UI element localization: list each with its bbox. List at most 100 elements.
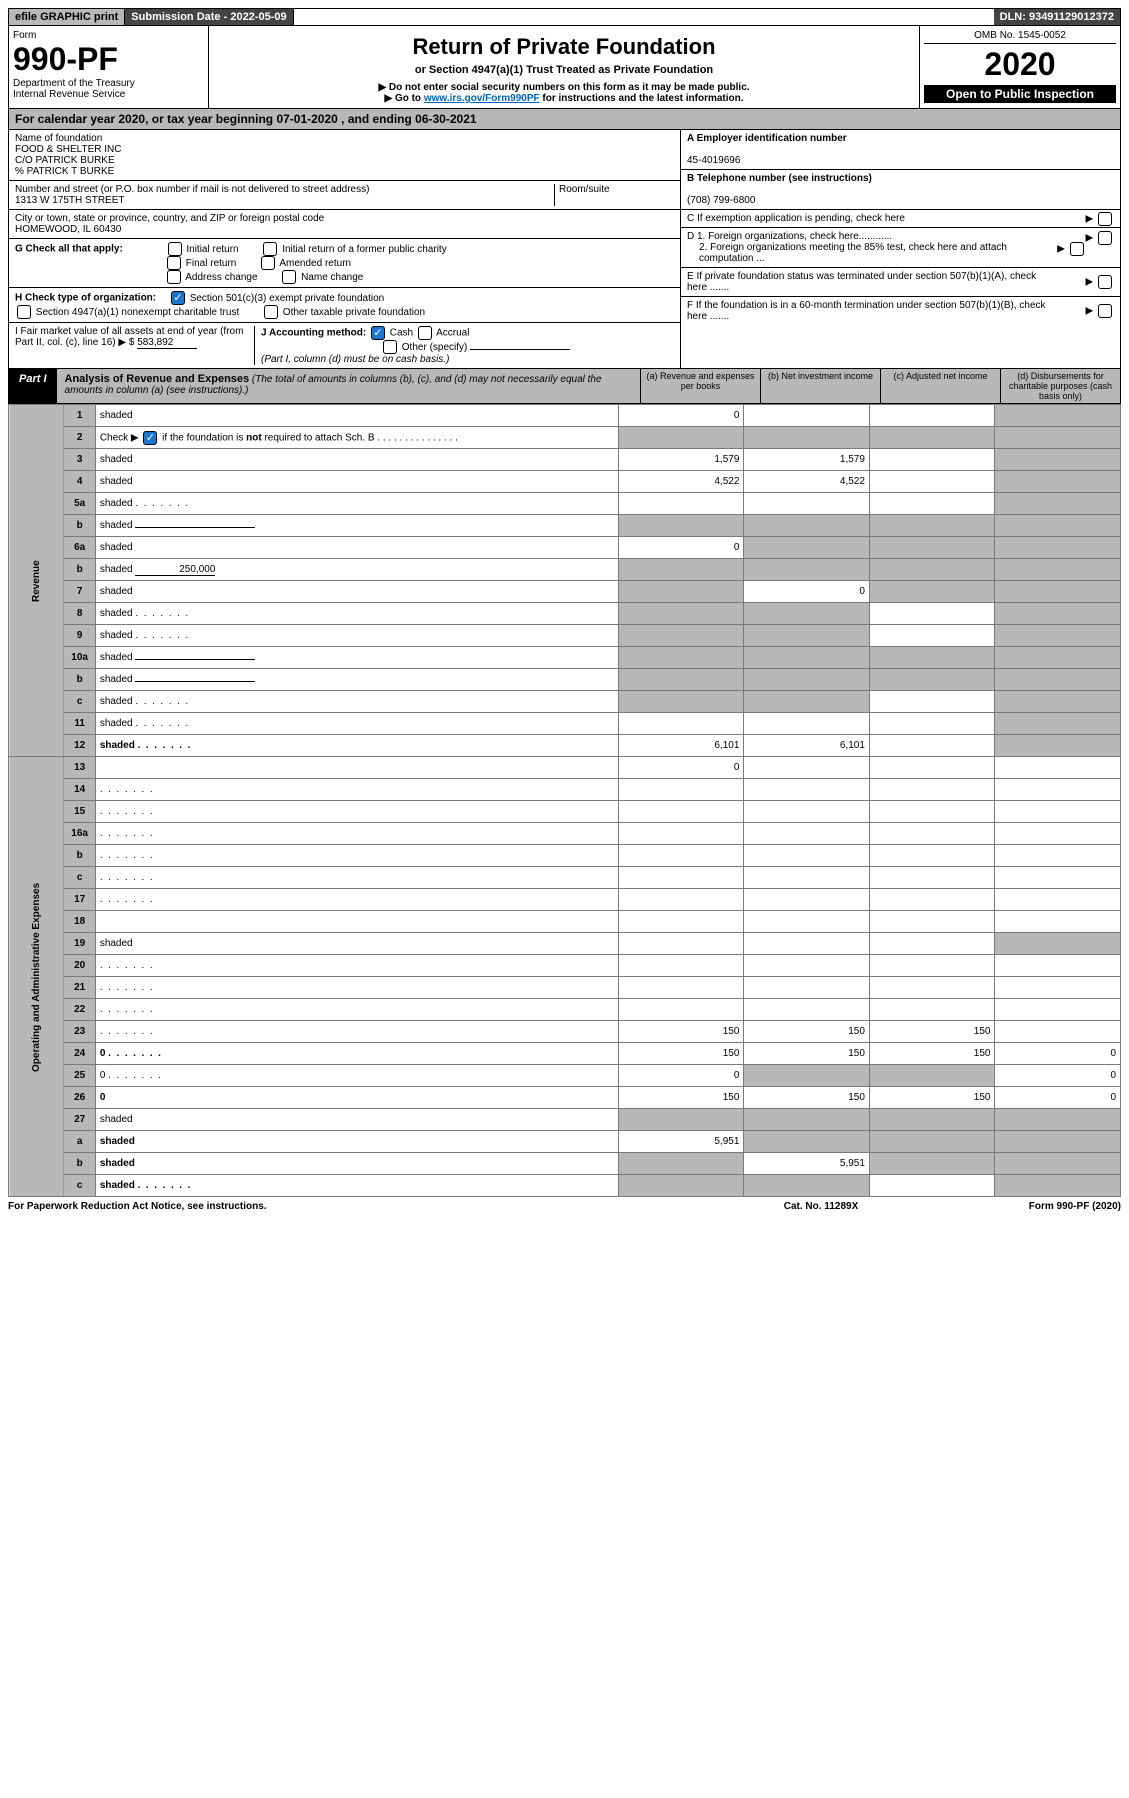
cell-d: 0 bbox=[995, 1065, 1121, 1087]
cell-b bbox=[744, 889, 870, 911]
table-row: 16a . . . . . . . bbox=[9, 823, 1121, 845]
cell-a bbox=[618, 603, 744, 625]
section-h: H Check type of organization: Section 50… bbox=[9, 288, 680, 323]
cell-b: 6,101 bbox=[744, 735, 870, 757]
checkbox-final-return[interactable] bbox=[167, 256, 181, 270]
row-desc: . . . . . . . bbox=[95, 977, 618, 999]
efile-label[interactable]: efile GRAPHIC print bbox=[9, 9, 125, 25]
dln: DLN: 93491129012372 bbox=[994, 9, 1120, 25]
cell-c bbox=[869, 955, 995, 977]
table-row: b . . . . . . . bbox=[9, 845, 1121, 867]
row-number: 2 bbox=[64, 427, 95, 449]
checkbox-4947[interactable] bbox=[17, 305, 31, 319]
page-footer: For Paperwork Reduction Act Notice, see … bbox=[8, 1197, 1121, 1216]
cell-a bbox=[618, 559, 744, 581]
table-row: 5ashaded . . . . . . . bbox=[9, 493, 1121, 515]
cell-b bbox=[744, 1175, 870, 1197]
cell-c: 150 bbox=[869, 1087, 995, 1109]
cell-c bbox=[869, 889, 995, 911]
row-desc: shaded . . . . . . . bbox=[95, 1175, 618, 1197]
cell-a: 150 bbox=[618, 1087, 744, 1109]
cell-b: 5,951 bbox=[744, 1153, 870, 1175]
section-e: E If private foundation status was termi… bbox=[681, 268, 1120, 297]
row-desc: shaded bbox=[95, 405, 618, 427]
cell-c bbox=[869, 1109, 995, 1131]
checkbox-e[interactable] bbox=[1098, 275, 1112, 289]
cell-a bbox=[618, 669, 744, 691]
cell-b bbox=[744, 603, 870, 625]
cell-b bbox=[744, 779, 870, 801]
row-desc: shaded bbox=[95, 1153, 618, 1175]
checkbox-address-change[interactable] bbox=[167, 270, 181, 284]
section-ij: I Fair market value of all assets at end… bbox=[9, 323, 680, 368]
cell-c bbox=[869, 1153, 995, 1175]
table-row: 22 . . . . . . . bbox=[9, 999, 1121, 1021]
table-row: 18 bbox=[9, 911, 1121, 933]
row-desc: . . . . . . . bbox=[95, 867, 618, 889]
cell-c bbox=[869, 405, 995, 427]
street-cell: Number and street (or P.O. box number if… bbox=[9, 181, 680, 210]
cell-b bbox=[744, 801, 870, 823]
row-number: 4 bbox=[64, 471, 95, 493]
room-suite: Room/suite bbox=[554, 184, 674, 206]
cell-a: 5,951 bbox=[618, 1131, 744, 1153]
checkbox-accrual[interactable] bbox=[418, 326, 432, 340]
cell-a bbox=[618, 823, 744, 845]
info-section: Name of foundation FOOD & SHELTER INC C/… bbox=[8, 130, 1121, 369]
table-row: 14 . . . . . . . bbox=[9, 779, 1121, 801]
row-number: b bbox=[64, 669, 95, 691]
checkbox-f[interactable] bbox=[1098, 304, 1112, 318]
table-row: 17 . . . . . . . bbox=[9, 889, 1121, 911]
cell-b bbox=[744, 405, 870, 427]
cell-b bbox=[744, 537, 870, 559]
table-row: bshaded bbox=[9, 669, 1121, 691]
checkbox-c[interactable] bbox=[1098, 212, 1112, 226]
section-f: F If the foundation is in a 60-month ter… bbox=[681, 297, 1120, 325]
form-link[interactable]: www.irs.gov/Form990PF bbox=[424, 93, 540, 104]
row-desc bbox=[95, 911, 618, 933]
checkbox-d2[interactable] bbox=[1070, 242, 1084, 256]
cell-a bbox=[618, 625, 744, 647]
cell-a: 1,579 bbox=[618, 449, 744, 471]
checkbox-other-method[interactable] bbox=[383, 340, 397, 354]
row-desc: shaded bbox=[95, 647, 618, 669]
cell-b: 150 bbox=[744, 1087, 870, 1109]
cell-d bbox=[995, 405, 1121, 427]
cell-d bbox=[995, 647, 1121, 669]
cell-b bbox=[744, 1109, 870, 1131]
row-desc: 0 . . . . . . . bbox=[95, 1065, 618, 1087]
checkbox-other-taxable[interactable] bbox=[264, 305, 278, 319]
checkbox-amended[interactable] bbox=[261, 256, 275, 270]
checkbox-name-change[interactable] bbox=[282, 270, 296, 284]
form-number: 990-PF bbox=[13, 41, 204, 78]
checkbox-initial-return[interactable] bbox=[168, 242, 182, 256]
row-desc: shaded bbox=[95, 471, 618, 493]
row-desc: . . . . . . . bbox=[95, 955, 618, 977]
cell-a bbox=[618, 427, 744, 449]
cell-c bbox=[869, 999, 995, 1021]
cell-b: 150 bbox=[744, 1021, 870, 1043]
header-center: Return of Private Foundation or Section … bbox=[209, 26, 920, 108]
cell-b bbox=[744, 625, 870, 647]
part1-header: Part I Analysis of Revenue and Expenses … bbox=[8, 369, 1121, 404]
checkbox-cash[interactable] bbox=[371, 326, 385, 340]
row-desc: shaded . . . . . . . bbox=[95, 603, 618, 625]
row-number: 27 bbox=[64, 1109, 95, 1131]
cell-c bbox=[869, 449, 995, 471]
cell-c bbox=[869, 1175, 995, 1197]
cell-d: 0 bbox=[995, 1087, 1121, 1109]
row-desc: 0 . . . . . . . bbox=[95, 1043, 618, 1065]
header-left: Form 990-PF Department of the Treasury I… bbox=[9, 26, 209, 108]
row-desc: Check ▶ if the foundation is not require… bbox=[95, 427, 618, 449]
cell-d bbox=[995, 1021, 1121, 1043]
row-number: 20 bbox=[64, 955, 95, 977]
foundation-name-cell: Name of foundation FOOD & SHELTER INC C/… bbox=[9, 130, 680, 181]
cell-b bbox=[744, 1065, 870, 1087]
row-desc: . . . . . . . bbox=[95, 779, 618, 801]
checkbox-d1[interactable] bbox=[1098, 231, 1112, 245]
checkbox-501c3[interactable] bbox=[171, 291, 185, 305]
table-row: 27shaded bbox=[9, 1109, 1121, 1131]
checkbox-initial-former[interactable] bbox=[263, 242, 277, 256]
section-d: D 1. Foreign organizations, check here..… bbox=[681, 228, 1120, 268]
cell-a bbox=[618, 515, 744, 537]
